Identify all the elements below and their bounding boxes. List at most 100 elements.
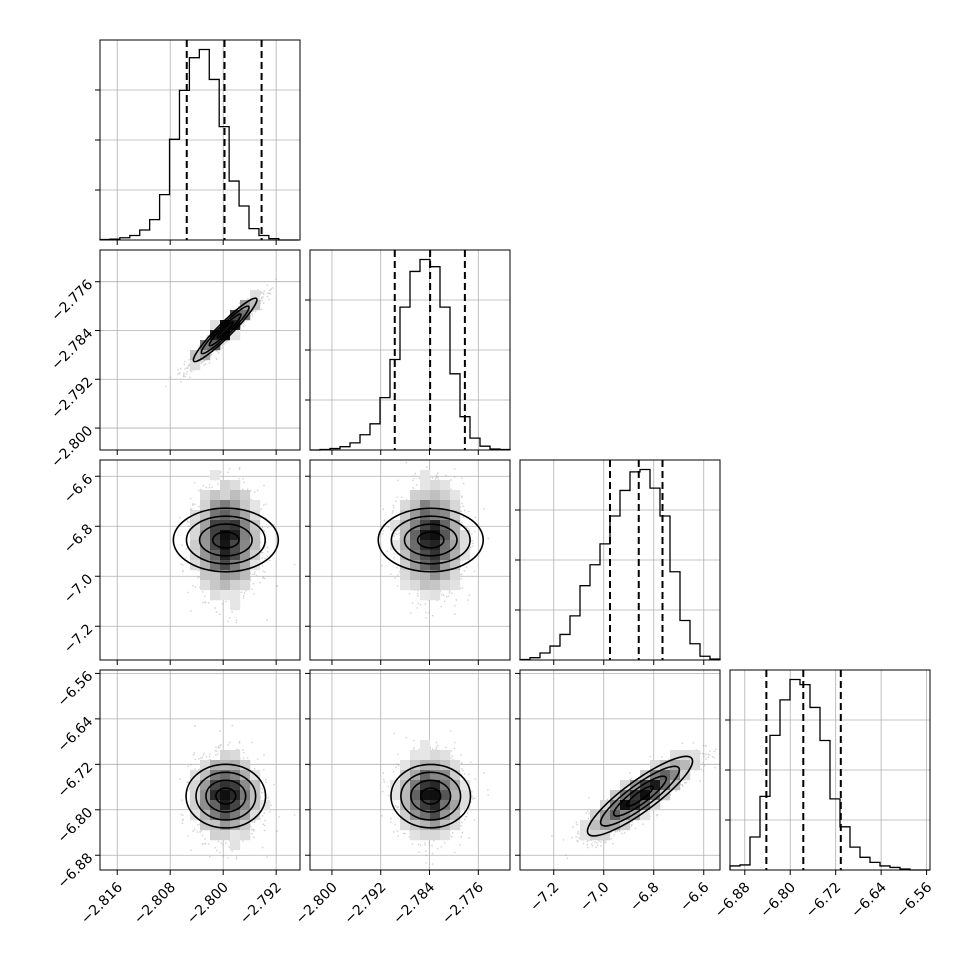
density-cell xyxy=(230,330,241,341)
y-tick-label: −7.0 xyxy=(61,571,96,606)
x-tick-label: −2.800 xyxy=(184,879,232,927)
density-cell xyxy=(650,770,661,781)
y-tick-label: −2.776 xyxy=(48,277,96,325)
density-cell xyxy=(390,780,401,791)
density-cell xyxy=(210,830,221,841)
density-cell xyxy=(670,770,681,781)
density-cell xyxy=(420,560,431,571)
density-cell xyxy=(450,520,461,531)
density-cell xyxy=(450,570,461,581)
density-cell xyxy=(640,810,651,821)
contour-level xyxy=(172,507,280,573)
density-cell xyxy=(450,550,461,561)
density-cell xyxy=(430,580,441,591)
contour-level xyxy=(192,297,258,363)
density-cell xyxy=(400,580,411,591)
density-cell xyxy=(660,770,671,781)
density-cell xyxy=(210,470,221,481)
density-cell xyxy=(250,810,261,821)
x-tick-label: −7.2 xyxy=(527,879,562,914)
density-cell xyxy=(240,800,251,811)
contour-level xyxy=(377,507,485,573)
density-cell xyxy=(430,490,441,501)
density-cell xyxy=(420,790,431,801)
scatter-panel-1-3 xyxy=(309,669,511,871)
density-cell xyxy=(220,750,231,761)
scatter-panel-1-2 xyxy=(309,459,511,661)
density-cell xyxy=(460,540,471,551)
panel-content xyxy=(100,460,300,660)
density-cell xyxy=(390,790,401,801)
density-cell xyxy=(670,780,681,791)
contour-level xyxy=(612,775,668,817)
density-cell xyxy=(650,760,661,771)
density-cell xyxy=(250,560,261,571)
density-cell xyxy=(610,820,621,831)
contour-level xyxy=(215,787,237,805)
x-tick-label: −6.72 xyxy=(803,879,845,921)
density-cell xyxy=(240,530,251,541)
density-cell xyxy=(250,800,261,811)
density-cell xyxy=(410,810,421,821)
contour-level xyxy=(390,763,472,829)
density-cell xyxy=(220,810,231,821)
density-cell xyxy=(590,820,601,831)
density-cell xyxy=(210,770,221,781)
density-cell xyxy=(200,530,211,541)
density-cell xyxy=(430,570,441,581)
density-cell xyxy=(220,490,231,501)
y-tick-label: −6.8 xyxy=(61,521,96,556)
density-cell xyxy=(430,750,441,761)
contour-level xyxy=(200,305,250,355)
density-cell xyxy=(670,750,681,761)
density-cell xyxy=(200,570,211,581)
density-cell xyxy=(250,510,261,521)
histogram-panel-1 xyxy=(305,249,511,451)
density-cell xyxy=(670,760,681,771)
density-cell xyxy=(440,480,451,491)
density-cell xyxy=(610,800,621,811)
density-cell xyxy=(240,780,251,791)
density-cell xyxy=(420,770,431,781)
contour-level xyxy=(390,515,471,565)
density-cell xyxy=(220,560,231,571)
density-cell xyxy=(220,790,231,801)
density-cell xyxy=(460,790,471,801)
y-tick-label: −2.800 xyxy=(48,423,96,471)
density-cell xyxy=(230,810,241,821)
contour-level xyxy=(185,763,267,829)
density-cell xyxy=(410,540,421,551)
density-cell xyxy=(580,830,591,841)
x-tick-label: −2.792 xyxy=(237,879,285,927)
density-cell xyxy=(450,770,461,781)
density-cell xyxy=(240,760,251,771)
density-cell xyxy=(220,580,231,591)
x-tick-label: −2.800 xyxy=(293,879,341,927)
density-cell xyxy=(400,790,411,801)
density-cell xyxy=(640,800,651,811)
density-cell xyxy=(420,830,431,841)
panel-frame xyxy=(729,669,931,871)
density-cell xyxy=(190,530,201,541)
density-cell xyxy=(460,530,471,541)
scatter-panel-0-1 xyxy=(99,249,301,451)
density-cell xyxy=(420,780,431,791)
density-cell xyxy=(400,570,411,581)
panel-frame xyxy=(99,459,301,661)
density-cell xyxy=(220,520,231,531)
scatter-panel-2-3 xyxy=(519,669,721,871)
density-cell xyxy=(220,540,231,551)
density-cell xyxy=(210,790,221,801)
contour-level xyxy=(626,785,654,807)
density-cell xyxy=(210,340,221,351)
density-cell xyxy=(430,800,441,811)
density-cell xyxy=(440,750,451,761)
density-cell xyxy=(230,580,241,591)
density-cell xyxy=(220,590,231,601)
panel-frame xyxy=(309,459,511,661)
panel-content xyxy=(520,670,720,870)
density-cell xyxy=(640,770,651,781)
y-tick-label: −6.6 xyxy=(61,471,96,506)
histogram-bars xyxy=(310,258,511,451)
density-cell xyxy=(450,820,461,831)
